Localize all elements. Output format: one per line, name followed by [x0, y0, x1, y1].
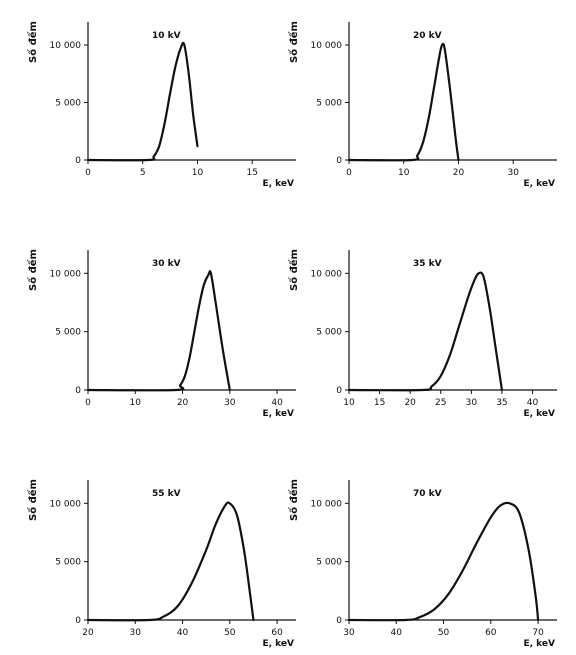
y-tick-label: 10 000 [50, 269, 82, 279]
panel-title: 30 kV [152, 259, 181, 269]
x-tick-label: 40 [391, 628, 403, 638]
y-axis-label: Số đếm [287, 479, 300, 521]
y-tick-label: 10 000 [311, 41, 343, 51]
x-tick-label: 20 [82, 628, 94, 638]
x-axis-label: E, keV [523, 639, 555, 649]
x-tick-label: 15 [374, 398, 385, 408]
chart-panel-70kv: 0 5 000 10 000 30 40 50 60 70 Số đếm E, keV 70 kV [287, 479, 557, 649]
x-tick-label: 60 [485, 628, 497, 638]
x-axis-label: E, keV [262, 409, 294, 419]
y-axis-label: Số đếm [26, 249, 39, 291]
panel-title: 35 kV [413, 259, 442, 269]
x-tick-label: 15 [246, 168, 257, 178]
x-tick-label: 50 [438, 628, 450, 638]
panel-title: 70 kV [413, 489, 442, 499]
x-tick-label: 10 [192, 168, 204, 178]
y-axis-label: Số đếm [26, 21, 39, 63]
y-axis-label: Số đếm [287, 21, 300, 63]
y-axis-label: Số đếm [287, 249, 300, 291]
x-tick-label: 10 [398, 168, 410, 178]
y-tick-label: 0 [75, 616, 81, 626]
y-tick-label: 5 000 [316, 99, 342, 109]
chart-panel-20kv: 0 5 000 10 000 0 10 20 30 Số đếm E, keV 20 kV [287, 21, 557, 189]
x-tick-label: 25 [435, 398, 446, 408]
y-tick-label: 5 000 [55, 99, 81, 109]
y-tick-label: 0 [75, 386, 81, 396]
chart-panel-55kv: 0 5 000 10 000 20 30 40 50 60 Số đếm E, keV 55 kV [26, 479, 296, 649]
x-tick-label: 0 [85, 398, 91, 408]
x-tick-label: 10 [343, 398, 355, 408]
series-line [86, 41, 199, 162]
x-tick-label: 70 [532, 628, 544, 638]
panel-title: 10 kV [152, 31, 181, 41]
y-tick-label: 0 [336, 386, 342, 396]
x-tick-label: 50 [224, 628, 236, 638]
x-tick-label: 5 [140, 168, 146, 178]
x-tick-label: 0 [85, 168, 91, 178]
x-tick-label: 40 [177, 628, 189, 638]
y-tick-label: 10 000 [50, 499, 82, 509]
x-tick-label: 30 [224, 398, 236, 408]
x-axis-label: E, keV [523, 179, 555, 189]
x-tick-label: 30 [507, 168, 519, 178]
y-tick-label: 5 000 [55, 328, 81, 338]
series-line [86, 501, 255, 622]
x-tick-label: 40 [527, 398, 539, 408]
chart-panel-30kv: 0 5 000 10 000 0 10 20 30 40 Số đếm E, keV 30 kV [26, 249, 296, 419]
y-tick-label: 10 000 [311, 499, 343, 509]
x-tick-label: 20 [177, 398, 189, 408]
y-tick-label: 5 000 [316, 328, 342, 338]
chart-panel-35kv: 0 5 000 10 000 10 15 20 25 30 35 40 Số đếm E, keV 35… [287, 249, 557, 419]
chart-panel-10kv: 0 5 000 10 000 0 5 10 15 Số đếm E, keV 10 kV [26, 21, 296, 189]
x-tick-label: 30 [343, 628, 355, 638]
panel-title: 20 kV [413, 31, 442, 41]
x-tick-label: 60 [271, 628, 283, 638]
x-tick-label: 20 [404, 398, 416, 408]
y-tick-label: 5 000 [55, 558, 81, 568]
x-tick-label: 30 [130, 628, 142, 638]
x-tick-label: 40 [271, 398, 283, 408]
x-tick-label: 30 [466, 398, 478, 408]
panel-title: 55 kV [152, 489, 181, 499]
x-axis-label: E, keV [523, 409, 555, 419]
series-line [347, 42, 460, 162]
x-tick-label: 35 [496, 398, 507, 408]
y-tick-label: 0 [336, 616, 342, 626]
x-axis-label: E, keV [262, 639, 294, 649]
y-tick-label: 10 000 [50, 41, 82, 51]
series-line [86, 270, 231, 392]
y-tick-label: 0 [75, 156, 81, 166]
x-tick-label: 10 [130, 398, 142, 408]
series-line [347, 501, 540, 622]
y-axis-label: Số đếm [26, 479, 39, 521]
x-tick-label: 0 [346, 168, 352, 178]
y-tick-label: 5 000 [316, 558, 342, 568]
x-tick-label: 20 [453, 168, 465, 178]
y-tick-label: 0 [336, 156, 342, 166]
series-line [347, 271, 504, 392]
y-tick-label: 10 000 [311, 269, 343, 279]
x-axis-label: E, keV [262, 179, 294, 189]
